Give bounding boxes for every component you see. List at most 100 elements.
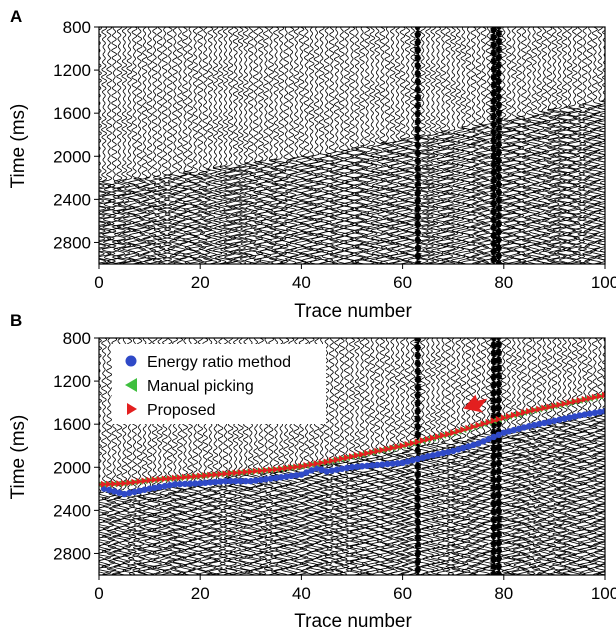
wiggle-trace-53 xyxy=(359,338,375,575)
wiggle-trace-86 xyxy=(526,27,542,264)
pick-circle-54 xyxy=(369,462,376,469)
x-tick-label-60: 60 xyxy=(393,584,412,603)
pick-triangle-right-13 xyxy=(161,475,168,483)
wiggle-trace-47 xyxy=(329,27,345,264)
pick-triangle-right-51 xyxy=(354,451,361,459)
pick-circle-37 xyxy=(283,473,290,480)
wiggle-trace-23 xyxy=(207,27,224,264)
wiggle-trace-2 xyxy=(101,338,117,575)
pick-triangle-right-4 xyxy=(116,480,123,488)
pick-triangle-right-39 xyxy=(293,463,300,471)
legend-manual-picking-label: Manual picking xyxy=(147,378,254,395)
y-tick-label-2400: 2400 xyxy=(53,190,91,209)
wiggle-trace-61 xyxy=(399,338,416,575)
panel-a-wiggle-traces xyxy=(99,27,605,264)
wiggle-trace-18 xyxy=(182,27,198,264)
wiggle-trace-37 xyxy=(278,27,294,264)
wiggle-trace-96 xyxy=(576,338,593,575)
wiggle-trace-68 xyxy=(435,338,451,575)
wiggle-trace-71 xyxy=(450,27,467,264)
pick-triangle-right-62 xyxy=(409,439,416,447)
legend-box xyxy=(112,344,326,424)
pick-circle-41 xyxy=(303,469,310,476)
pick-triangle-right-35 xyxy=(273,465,280,473)
pick-triangle-right-82 xyxy=(510,411,517,419)
wiggle-trace-1 xyxy=(99,338,112,575)
wiggle-trace-81 xyxy=(501,338,517,575)
pick-triangle-right-27 xyxy=(232,469,239,477)
wiggle-trace-94 xyxy=(566,338,583,575)
pick-circle-36 xyxy=(277,474,285,481)
pick-circle-13 xyxy=(161,482,168,490)
pick-circle-84 xyxy=(520,424,528,431)
wiggle-trace-38 xyxy=(283,27,299,264)
pick-triangle-right-53 xyxy=(364,449,371,457)
pick-circle-99 xyxy=(596,408,604,416)
pick-circle-81 xyxy=(505,428,513,435)
pick-triangle-right-100 xyxy=(602,391,605,399)
pick-circle-71 xyxy=(455,446,462,453)
pick-triangle-right-28 xyxy=(237,468,244,476)
pick-triangle-right-52 xyxy=(359,450,366,458)
pick-triangle-right-38 xyxy=(288,463,295,471)
wiggle-trace-82 xyxy=(506,338,522,575)
pick-circle-96 xyxy=(581,411,588,418)
pick-circle-14 xyxy=(166,482,174,489)
pick-circle-23 xyxy=(212,478,219,486)
wiggle-trace-80 xyxy=(496,27,512,264)
pick-circle-10 xyxy=(146,485,153,492)
pick-circle-50 xyxy=(348,463,356,471)
pick-circle-66 xyxy=(429,452,437,459)
y-tick-label-1200: 1200 xyxy=(53,61,91,80)
x-tick-label-0: 0 xyxy=(94,273,103,292)
pick-triangle-right-71 xyxy=(455,427,462,435)
pick-triangle-right-48 xyxy=(338,455,345,463)
pick-triangle-right-80 xyxy=(500,414,507,422)
pick-circle-24 xyxy=(217,478,224,485)
pick-triangle-right-77 xyxy=(485,418,492,426)
wiggle-trace-43 xyxy=(308,27,325,264)
y-tick-label-1600: 1600 xyxy=(53,415,91,434)
pick-circle-18 xyxy=(186,480,194,487)
pick-triangle-right-99 xyxy=(596,392,603,400)
pick-circle-15 xyxy=(171,481,179,488)
pick-triangle-right-91 xyxy=(556,401,563,409)
pick-circle-56 xyxy=(379,461,386,468)
pick-circle-43 xyxy=(313,464,320,472)
pick-circle-87 xyxy=(536,420,543,428)
pick-circle-91 xyxy=(556,416,563,423)
pick-triangle-right-55 xyxy=(374,447,381,455)
pick-triangle-right-78 xyxy=(490,417,497,425)
wiggle-trace-4 xyxy=(111,27,127,264)
wiggle-trace-85 xyxy=(521,27,537,264)
wiggle-trace-91 xyxy=(551,338,568,575)
pick-triangle-right-47 xyxy=(333,456,340,464)
wiggle-trace-94 xyxy=(566,27,583,264)
pick-triangle-right-70 xyxy=(450,429,457,437)
panel-b-annotation-arrow xyxy=(463,394,488,413)
pick-circle-17 xyxy=(181,480,189,488)
pick-circle-8 xyxy=(136,487,143,495)
pick-triangle-right-97 xyxy=(586,394,593,402)
wiggle-trace-64 xyxy=(414,27,431,264)
wiggle-trace-58 xyxy=(384,338,401,575)
pick-triangle-right-31 xyxy=(252,467,259,475)
panel-b-y-axis: 800 1200 1600 2000 2400 2800 xyxy=(53,329,99,563)
pick-triangle-right-23 xyxy=(212,471,219,479)
wiggle-trace-32 xyxy=(253,27,269,264)
pick-triangle-right-93 xyxy=(566,399,573,407)
pick-circle-55 xyxy=(374,461,381,469)
pick-circle-53 xyxy=(363,462,371,470)
wiggle-trace-66 xyxy=(425,27,441,264)
wiggle-trace-0 xyxy=(99,27,107,264)
pick-circle-83 xyxy=(515,425,523,432)
wiggle-trace-21 xyxy=(197,27,213,264)
pick-triangle-right-64 xyxy=(419,437,426,445)
wiggle-trace-47 xyxy=(329,338,345,575)
wiggle-trace-69 xyxy=(440,27,456,264)
x-tick-label-20: 20 xyxy=(191,273,210,292)
x-tick-label-0: 0 xyxy=(94,584,103,603)
pick-triangle-right-37 xyxy=(283,464,290,472)
pick-triangle-right-6 xyxy=(126,479,133,487)
wiggle-trace-42 xyxy=(303,27,320,264)
